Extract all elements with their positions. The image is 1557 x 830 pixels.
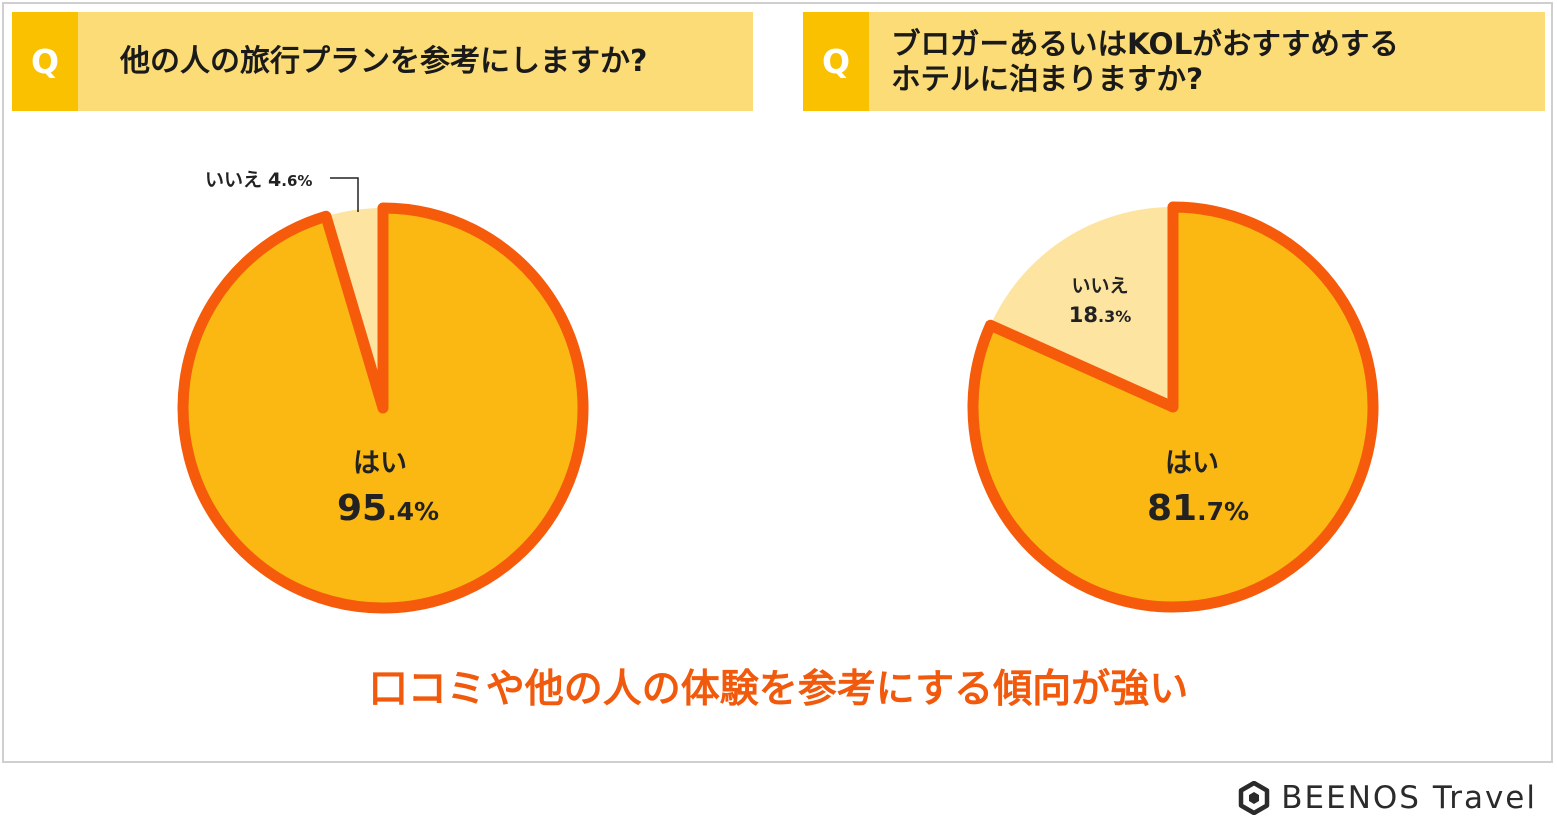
slice-label-no: いいえ <box>1071 275 1128 297</box>
slice-label-yes: はい <box>1165 448 1219 479</box>
question-tag-2: Q <box>803 12 869 111</box>
pie-chart-2: いいえ 18.3% はい 81.7% <box>967 201 1379 613</box>
pie-slice-yes <box>177 202 589 614</box>
footer-brand: BEENOS Travel <box>1237 778 1537 818</box>
slice-value-yes-main: 81 <box>1147 488 1197 529</box>
question-header-1: Q 他の人の旅行プランを参考にしますか? <box>12 12 753 111</box>
question-title-2-line-1: ブロガーあるいはKOLがおすすめする <box>891 26 1399 61</box>
leader-line <box>330 177 359 212</box>
slice-label-yes: はい <box>353 448 407 479</box>
conclusion-text: 口コミや他の人の体験を参考にする傾向が強い <box>368 667 1189 712</box>
slice-value-no: 18.3% <box>1069 303 1131 327</box>
slice-value-no-decimal: .6% <box>281 172 312 190</box>
question-title-2: ブロガーあるいはKOLがおすすめする ホテルに泊まりますか? <box>891 12 1535 111</box>
question-title-1: 他の人の旅行プランを参考にしますか? <box>120 43 648 79</box>
pie-slice-no <box>990 206 1173 407</box>
slice-label-no-text: いいえ <box>205 169 262 191</box>
slice-value-no-main: 4 <box>268 169 281 191</box>
pie-chart-1: はい 95.4% いいえ 4.6% <box>177 169 589 614</box>
brand-name: BEENOS Travel <box>1281 780 1537 816</box>
slice-label-no: いいえ 4.6% <box>205 169 312 191</box>
question-tag-1: Q <box>12 12 78 111</box>
slice-value-no-main: 18 <box>1069 303 1098 327</box>
slice-value-yes: 81.7% <box>1147 488 1249 529</box>
slice-value-no-decimal: .3% <box>1098 307 1131 326</box>
slice-value-yes-main: 95 <box>337 488 387 529</box>
pie-slice-yes <box>967 201 1379 613</box>
slice-value-yes-decimal: .4% <box>387 497 439 526</box>
question-title-2-line-2: ホテルに泊まりますか? <box>891 61 1204 96</box>
slice-value-yes: 95.4% <box>337 488 439 529</box>
hexagon-logo-icon <box>1239 781 1270 815</box>
question-header-2: Q ブロガーあるいはKOLがおすすめする ホテルに泊まりますか? <box>803 12 1545 111</box>
slice-value-yes-decimal: .7% <box>1197 497 1249 526</box>
